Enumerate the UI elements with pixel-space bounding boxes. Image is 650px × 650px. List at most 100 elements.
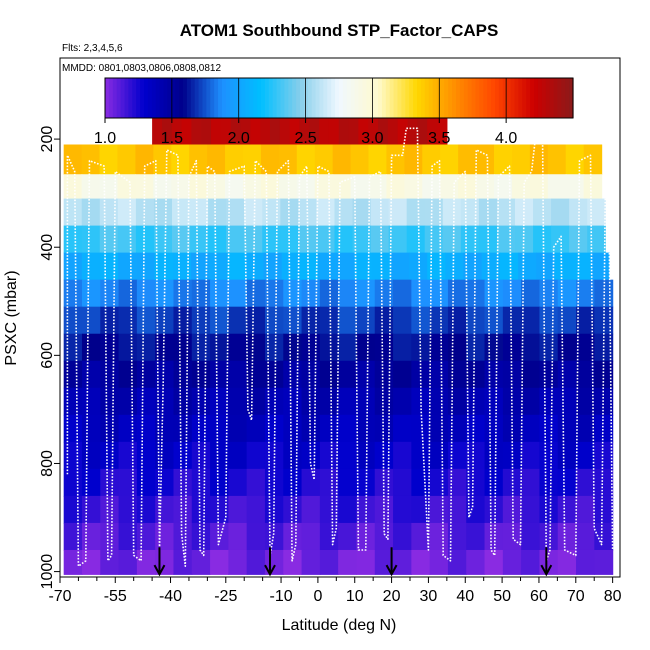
colorbar-cell — [514, 78, 519, 118]
heatmap-cell — [81, 252, 101, 281]
heatmap-cell — [348, 117, 360, 146]
heatmap-cell — [378, 117, 389, 146]
heatmap-cell — [155, 333, 175, 362]
heatmap-cell — [557, 468, 577, 497]
heatmap-cell — [283, 279, 303, 308]
heatmap-cell — [466, 306, 486, 335]
heatmap-cell — [387, 117, 399, 146]
heatmap-cell — [283, 549, 303, 575]
heatmap-cell — [260, 144, 280, 175]
colorbar-cell — [420, 78, 426, 118]
heatmap-cell — [226, 198, 245, 227]
heatmap-cell — [411, 441, 431, 470]
heatmap-cell — [536, 252, 556, 281]
colorbar-cell — [537, 78, 543, 118]
heatmap-cell — [63, 198, 83, 227]
heatmap-cell — [547, 144, 567, 175]
heatmap-cell — [100, 252, 119, 281]
colorbar-cell — [510, 78, 516, 118]
heatmap-cell — [515, 225, 534, 254]
heatmap-cell — [429, 306, 449, 335]
heatmap-cell — [283, 468, 303, 497]
heatmap-cell — [393, 414, 412, 443]
heatmap-cell — [155, 414, 175, 443]
heatmap-cell — [521, 360, 541, 389]
heatmap-cell — [569, 225, 588, 254]
heatmap-cell — [521, 306, 541, 335]
colorbar-cell — [253, 78, 258, 118]
heatmap-cell — [63, 522, 83, 551]
heatmap-cell — [334, 225, 354, 254]
y-tick-label: 200 — [39, 126, 56, 153]
colorbar-cell — [428, 78, 434, 118]
heatmap-cell — [539, 468, 559, 497]
profile-arrow-head — [153, 564, 166, 577]
heatmap-cell — [388, 225, 408, 254]
heatmap-cell — [318, 252, 337, 281]
heatmap-cell — [152, 117, 163, 146]
heatmap-cell — [191, 549, 211, 575]
colorbar-cell — [362, 78, 367, 118]
heatmap-cell — [447, 549, 467, 575]
heatmap-cell — [429, 387, 449, 416]
heatmap-cell — [283, 522, 303, 551]
x-tick-label: -40 — [159, 588, 182, 605]
x-tick-label: 70 — [567, 588, 585, 605]
heatmap-cell — [386, 144, 405, 175]
colorbar-cell — [350, 78, 356, 118]
heatmap-cell — [246, 468, 266, 497]
heatmap-cell — [118, 333, 138, 362]
x-tick-label: 10 — [346, 588, 364, 605]
colorbar-cell — [498, 78, 504, 118]
heatmap-cell — [173, 441, 193, 470]
heatmap-cell — [484, 360, 504, 389]
heatmap-cell — [521, 279, 541, 308]
colorbar-cell — [171, 78, 176, 118]
heatmap-cell — [386, 174, 405, 200]
heatmap-cell — [447, 387, 467, 416]
heatmap-cell — [576, 279, 595, 308]
heatmap-cell — [356, 279, 376, 308]
heatmap-cell — [411, 387, 431, 416]
heatmap-cell — [99, 144, 119, 175]
heatmap-cell — [336, 252, 356, 281]
heatmap-cell — [246, 441, 266, 470]
profile-arrow-head — [540, 564, 553, 577]
heatmap-cell — [117, 198, 137, 227]
heatmap-cell — [422, 144, 441, 175]
colorbar-cell — [549, 78, 555, 118]
heatmap-cell — [173, 360, 193, 389]
heatmap-cell — [393, 306, 412, 335]
colorbar-cell — [401, 78, 406, 118]
colorbar-tick-label: 1.0 — [94, 130, 116, 147]
colorbar-cell — [132, 78, 137, 118]
heatmap-cell — [135, 144, 154, 175]
heatmap-cell — [447, 333, 467, 362]
heatmap-cell — [228, 414, 248, 443]
heatmap-cell — [411, 495, 431, 524]
heatmap-cell — [551, 198, 570, 227]
heatmap-cell — [539, 360, 559, 389]
heatmap-cell — [447, 279, 467, 308]
heatmap-cell — [100, 441, 120, 470]
heatmap-cell — [411, 333, 431, 362]
heatmap-cell — [228, 306, 248, 335]
colorbar-cell — [327, 78, 332, 118]
colorbar-cell — [440, 78, 445, 118]
heatmap-cell — [246, 549, 266, 575]
heatmap-cell — [557, 306, 577, 335]
heatmap-cell — [370, 198, 390, 227]
heatmap-cell — [466, 468, 486, 497]
heatmap-cell — [63, 306, 83, 335]
heatmap-cell — [332, 144, 352, 175]
heatmap-cell — [557, 549, 577, 575]
heatmap-cell — [356, 549, 376, 575]
heatmap-cell — [189, 174, 208, 200]
heatmap-cell — [424, 225, 444, 254]
colorbar-tick-label: 2.5 — [294, 130, 316, 147]
heatmap-cell — [393, 441, 412, 470]
heatmap-cell — [447, 441, 467, 470]
heatmap-cell — [518, 252, 537, 281]
colorbar-cell — [393, 78, 399, 118]
